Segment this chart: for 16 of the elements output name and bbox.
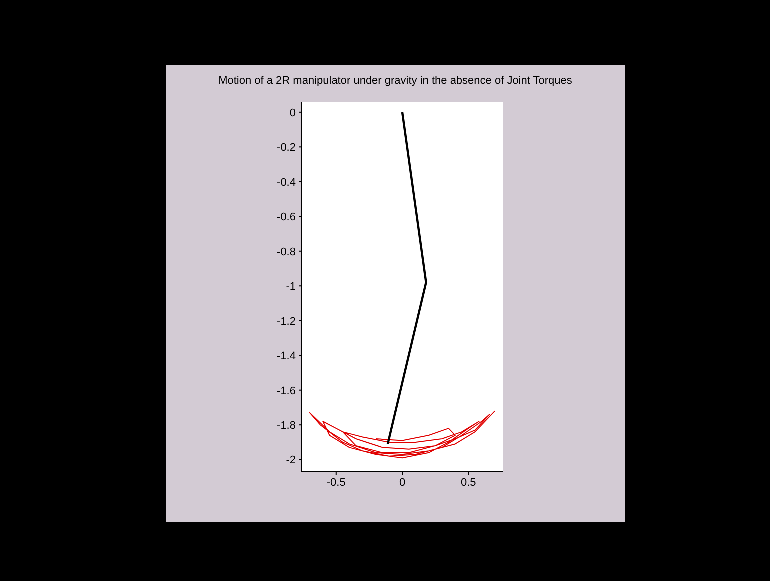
y-tick-label: -0.2 (277, 142, 296, 154)
chart-title: Motion of a 2R manipulator under gravity in the absence of Joint Torques (218, 75, 574, 87)
line-series (309, 410, 496, 459)
y-tick-label: -1.6 (277, 385, 296, 398)
y-tick-label: -0.4 (277, 176, 296, 189)
x-tick-label: -0.5 (326, 476, 346, 489)
y-tick-label: 0 (290, 107, 296, 120)
y-tick-label: -0.6 (277, 212, 296, 224)
y-tick-label: -1.8 (277, 420, 296, 432)
y-tick-label: -0.8 (277, 246, 296, 258)
y-tick-label: -2 (286, 454, 296, 467)
x-tick-label: 0.5 (460, 476, 476, 489)
y-tick-label: -1.2 (277, 316, 296, 328)
y-tick-label: -1 (286, 281, 296, 294)
x-tick-label: 0 (399, 476, 406, 489)
y-tick-label: -1.4 (277, 350, 296, 363)
